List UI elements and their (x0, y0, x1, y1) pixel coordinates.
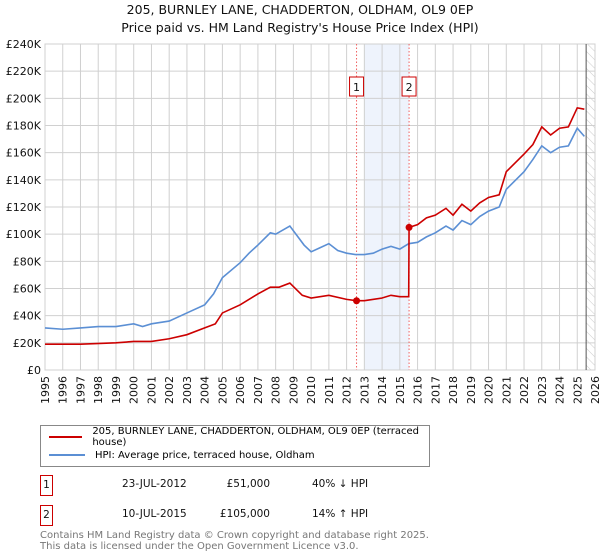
chart-title: 205, BURNLEY LANE, CHADDERTON, OLDHAM, O… (126, 2, 474, 17)
hpi-line (44, 126, 585, 331)
x-tick-label: 2000 (128, 376, 141, 404)
x-tick-label: 1995 (39, 376, 52, 404)
x-tick-label: 2005 (216, 376, 229, 404)
x-tick-label: 2006 (234, 376, 247, 404)
legend-label: 205, BURNLEY LANE, CHADDERTON, OLDHAM, O… (92, 426, 419, 448)
x-tick-label: 2014 (376, 376, 389, 404)
sale-hpi-diff: 40% ↓ HPI (312, 478, 369, 490)
y-tick-label: £220K (6, 65, 42, 78)
x-tick-label: 2017 (429, 376, 442, 404)
annotation-box (349, 76, 365, 97)
y-tick-label: £140K (6, 174, 42, 187)
y-tick-label: £80K (13, 255, 42, 268)
sale-marker: 1 (40, 475, 53, 496)
x-tick-label: 2025 (571, 376, 584, 404)
y-tick-label: £60K (13, 283, 42, 296)
x-tick-label: 2010 (305, 376, 318, 404)
x-tick-label: 2003 (181, 376, 194, 404)
y-tick-label: £20K (13, 337, 42, 350)
y-tick-label: £0 (27, 364, 41, 377)
annotation-box (401, 76, 417, 97)
sale-price: £51,000 (226, 478, 270, 490)
x-tick-label: 1996 (57, 376, 70, 404)
x-tick-label: 1998 (92, 376, 105, 404)
sale-price: £105,000 (219, 508, 270, 520)
x-tick-label: 2022 (518, 376, 531, 404)
x-tick-label: 2001 (145, 376, 158, 404)
sale-hpi-diff: 14% ↑ HPI (312, 508, 369, 520)
x-tick-label: 2004 (199, 376, 212, 404)
x-tick-label: 1999 (110, 376, 123, 404)
x-tick-label: 1997 (74, 376, 87, 404)
x-tick-label: 2009 (287, 376, 300, 404)
x-tick-label: 2026 (589, 376, 600, 404)
x-tick-label: 2008 (270, 376, 283, 404)
x-tick-label: 2021 (500, 376, 513, 404)
annotation-label: 1 (353, 81, 360, 94)
sale-marker: 2 (40, 505, 53, 526)
sale-date: 23-JUL-2012 (122, 478, 187, 490)
y-tick-label: £180K (6, 120, 42, 133)
legend-red-line (49, 436, 83, 438)
annotation-label: 2 (406, 81, 413, 94)
price-paid-line (45, 106, 585, 345)
y-tick-label: £160K (6, 147, 42, 160)
chart-subtitle: Price paid vs. HM Land Registry's House … (121, 20, 479, 35)
x-tick-label: 2018 (447, 376, 460, 404)
x-tick-label: 2011 (323, 376, 336, 404)
x-tick-label: 2020 (483, 376, 496, 404)
x-tick-label: 2024 (554, 376, 567, 404)
y-tick-label: £200K (6, 92, 42, 105)
x-tick-label: 2016 (412, 376, 425, 404)
sale-point (405, 223, 413, 231)
legend-item-hpi: HPI: Average price, terraced house, Oldh… (49, 447, 315, 463)
x-tick-label: 2013 (358, 376, 371, 404)
price-chart: 1995 1996 1997 1998 1999 2000 2001 2002 2003 2004… (6, 38, 600, 404)
legend-label: HPI: Average price, terraced house, Oldh… (95, 449, 315, 461)
footer-copyright: Contains HM Land Registry data © Crown c… (40, 530, 429, 541)
legend-item-property: 205, BURNLEY LANE, CHADDERTON, OLDHAM, O… (49, 426, 429, 448)
x-tick-label: 2002 (163, 376, 176, 404)
plot-border (44, 43, 596, 371)
x-tick-label: 2012 (341, 376, 354, 404)
y-tick-label: £240K (6, 38, 42, 51)
legend-blue-line (49, 454, 85, 456)
y-tick-label: £100K (6, 228, 42, 241)
x-tick-label: 2023 (536, 376, 549, 404)
legend: 205, BURNLEY LANE, CHADDERTON, OLDHAM, O… (40, 425, 430, 467)
x-tick-label: 2007 (252, 376, 265, 404)
x-tick-label: 2015 (394, 376, 407, 404)
sale-point (353, 297, 361, 305)
y-tick-label: £120K (6, 201, 42, 214)
footer-licence: This data is licensed under the Open Gov… (40, 541, 359, 552)
x-tick-label: 2019 (465, 376, 478, 404)
sale-date: 10-JUL-2015 (122, 508, 187, 520)
y-tick-label: £40K (13, 310, 42, 323)
